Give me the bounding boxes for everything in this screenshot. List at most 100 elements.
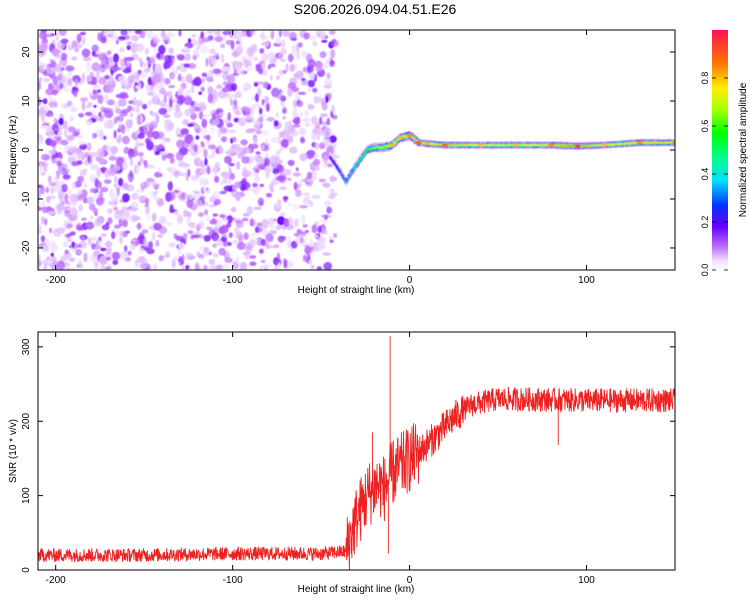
noise-blob [215,147,220,154]
noise-blob [127,250,132,256]
signal-cell [521,144,523,146]
noise-blob [240,193,244,197]
noise-blob [57,73,64,77]
noise-blob [78,113,85,118]
noise-blob [147,100,153,106]
noise-blob [200,141,205,146]
noise-blob [299,205,308,209]
noise-blob [287,53,294,63]
noise-blob [185,265,190,270]
noise-blob [211,101,216,106]
noise-blob [199,127,209,135]
signal-cell [538,144,541,146]
noise-blob [293,233,300,237]
noise-blob [292,99,297,109]
signal-cell [385,145,387,147]
signal-cell [621,143,624,145]
noise-blob [42,98,48,105]
signal-cell [350,172,352,174]
noise-blob [146,164,156,169]
signal-cell [631,142,634,144]
noise-blob [129,243,137,251]
noise-blob [69,116,74,122]
noise-blob [153,222,162,231]
signal-cell [588,145,590,147]
noise-blob [136,222,142,230]
noise-blob [206,166,211,175]
noise-blob [113,67,122,71]
noise-blob [318,142,326,150]
noise-blob [211,56,218,66]
noise-blob [275,201,281,209]
noise-blob [181,265,185,270]
noise-blob [178,94,185,103]
noise-blob [152,191,158,201]
noise-blob [198,212,204,217]
noise-blob [113,53,119,63]
noise-blob [190,234,200,239]
noise-blob [256,87,262,96]
noise-blob [40,125,49,129]
noise-blob [305,193,311,202]
noise-blob [329,192,338,197]
noise-blob [49,140,57,147]
noise-blob [81,48,91,58]
signal-cell [329,156,331,159]
noise-blob [46,195,51,203]
noise-blob [210,123,215,134]
signal-cell [469,144,471,146]
noise-blob [227,148,235,155]
noise-blob [146,130,155,138]
signal-peak [441,143,449,147]
noise-blob [325,139,330,148]
signal-cell [371,147,373,149]
signal-cell [568,145,570,147]
noise-blob [264,40,270,47]
noise-blob [164,39,168,45]
signal-cell [432,143,434,145]
signal-peak [388,143,396,147]
noise-blob [195,135,200,140]
noise-blob [238,117,247,127]
noise-blob [239,261,248,270]
signal-cell [662,142,665,144]
signal-cell [500,144,502,147]
noise-blob [271,137,281,143]
signal-cell [366,148,369,151]
noise-blob [222,66,231,72]
noise-blob [53,101,58,108]
noise-blob [235,161,241,170]
noise-blob [67,188,73,197]
noise-blob [154,171,162,178]
noise-blob [155,240,160,247]
noise-blob [279,186,287,190]
noise-blob [245,59,249,69]
noise-blob [217,90,227,99]
noise-blob [204,157,208,166]
signal-cell [599,144,601,146]
noise-blob [234,110,242,116]
noise-blob [250,143,259,149]
noise-blob [97,94,104,104]
noise-blob [136,165,140,173]
noise-blob [197,253,205,259]
noise-blob [139,30,146,39]
noise-blob [313,95,318,104]
noise-blob [73,90,78,98]
noise-blob [168,98,173,108]
noise-blob [307,79,315,88]
noise-blob [56,227,66,234]
noise-blob [118,36,127,40]
noise-blob [221,172,231,178]
signal-cell [589,144,591,147]
noise-blob [131,192,139,200]
signal-cell [491,144,494,146]
noise-blob [265,192,273,198]
signal-cell [664,141,667,144]
noise-blob [252,56,258,60]
noise-blob [256,63,262,72]
signal-cell [656,142,658,144]
signal-peak [406,133,413,137]
noise-blob [100,247,107,252]
signal-cell [590,145,593,147]
